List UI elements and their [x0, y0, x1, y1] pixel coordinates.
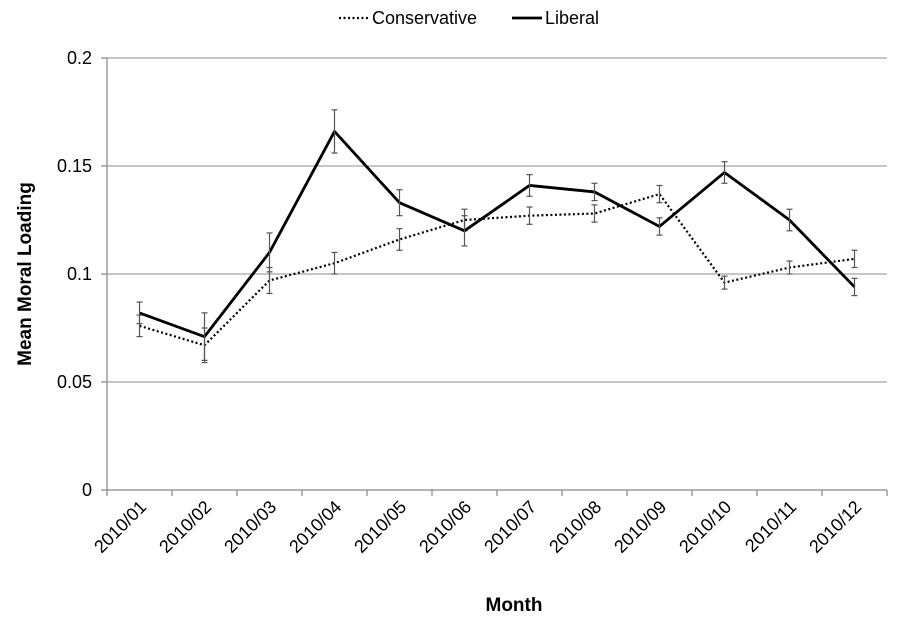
gridlines: [107, 57, 887, 383]
x-tick-label: 2010/06: [415, 497, 475, 557]
y-tick-label: 0.05: [57, 372, 92, 392]
error-bar-liberal: [591, 182, 598, 202]
legend-label-liberal: Liberal: [545, 8, 599, 28]
y-axis-ticks: 0 0.05 0.1 0.15 0.2: [57, 48, 107, 500]
error-bar-conservative: [851, 249, 858, 269]
y-axis-title: Mean Moral Loading: [15, 182, 36, 366]
series-line-liberal: [139, 130, 856, 339]
x-tick-label: 2010/11: [741, 497, 800, 556]
series-liberal: [136, 109, 858, 361]
error-bar-liberal: [266, 232, 273, 273]
y-tick-label: 0.15: [57, 156, 92, 176]
x-tick-label: 2010/12: [805, 497, 865, 557]
x-tick-label: 2010/02: [155, 497, 215, 557]
error-bar-liberal: [721, 161, 728, 184]
error-bar-conservative: [591, 204, 598, 223]
series-line-conservative: [139, 192, 855, 347]
legend-label-conservative: Conservative: [372, 8, 477, 28]
y-tick-label: 0: [82, 480, 92, 500]
error-bar-liberal: [201, 312, 208, 361]
y-tick-label: 0.2: [67, 48, 92, 68]
error-bar-liberal: [461, 215, 468, 247]
error-bar-liberal: [656, 217, 663, 236]
y-tick-label: 0.1: [67, 264, 92, 284]
error-bar-conservative: [331, 251, 338, 275]
series-conservative: [136, 184, 858, 364]
x-tick-label: 2010/01: [90, 497, 150, 557]
x-axis-title: Month: [486, 595, 543, 616]
error-bar-liberal: [526, 174, 533, 197]
error-bar-conservative: [721, 275, 728, 290]
x-tick-label: 2010/03: [220, 497, 280, 557]
x-tick-label: 2010/08: [545, 497, 605, 557]
x-tick-label: 2010/05: [350, 497, 410, 557]
x-tick-label: 2010/09: [610, 497, 670, 557]
error-bar-liberal: [136, 301, 143, 325]
error-bar-liberal: [786, 208, 793, 232]
error-bar-conservative: [396, 228, 403, 251]
error-bar-conservative: [526, 206, 533, 225]
series-layer: [136, 109, 858, 364]
error-bar-liberal: [851, 277, 858, 297]
x-tick-label: 2010/07: [480, 497, 540, 557]
error-bar-liberal: [331, 109, 338, 154]
error-bar-liberal: [396, 189, 403, 217]
x-axis-ticks: 2010/01 2010/02 2010/03 2010/04 2010/05 2010/…: [90, 490, 888, 557]
error-bar-conservative: [786, 260, 793, 275]
legend: Conservative Liberal: [339, 8, 599, 28]
error-bar-conservative: [656, 184, 663, 204]
x-tick-label: 2010/04: [285, 497, 345, 557]
x-tick-label: 2010/10: [675, 497, 735, 557]
